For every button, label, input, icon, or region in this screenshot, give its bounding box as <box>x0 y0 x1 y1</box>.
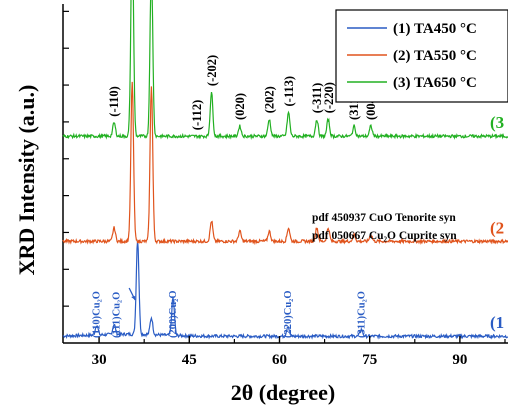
cuo-peak-label: (-220) <box>322 82 336 113</box>
series-end-label: (1 <box>490 313 504 332</box>
cuo-peak-label: (-311) <box>310 83 324 114</box>
x-tick-label: 30 <box>92 352 107 368</box>
y-axis-title: XRD Intensity (a.u.) <box>14 85 39 276</box>
cu2o-arrowhead <box>131 296 136 300</box>
legend-label: (1) TA450 °C <box>393 21 477 37</box>
x-tick-label: 60 <box>272 352 287 368</box>
cuo-peak-label: (-113) <box>282 76 296 107</box>
legend: (1) TA450 °C (2) TA550 °C (3) TA650 °C <box>335 9 508 103</box>
x-tick-label: 75 <box>362 352 377 368</box>
legend-label: (3) TA650 °C <box>393 75 477 91</box>
series-line-2 <box>62 81 508 246</box>
x-tick-label: 90 <box>452 352 467 368</box>
legend-box <box>335 9 508 103</box>
cu2o-peak-label: (200)Cu₂O <box>168 291 179 338</box>
cu2o-peak-label: (111)Cu₂O <box>112 292 123 338</box>
pdf-annotation-cuo: pdf 450937 CuO Tenorite syn <box>312 212 456 224</box>
cuo-peak-label: (-110) <box>107 86 121 117</box>
cu2o-peak-label: (110)Cu₂O <box>92 291 103 338</box>
series-end-label: (2 <box>490 218 504 237</box>
cuo-peak-label: (202) <box>262 86 276 113</box>
x-axis-title: 2θ (degree) <box>231 380 336 405</box>
labels-layer: (1(2(3(-110)(-111)/(002)(111)/(200)(-112… <box>92 55 504 338</box>
x-tick-label: 45 <box>182 352 197 368</box>
ticks-layer: 30 45 60 75 90 <box>63 10 506 368</box>
cu2o-peak-label: (311)Cu₂O <box>356 291 367 338</box>
cu2o-peak-label: (220)Cu₂O <box>283 291 294 338</box>
legend-label: (2) TA550 °C <box>393 48 477 64</box>
cuo-peak-label: (020) <box>233 93 247 120</box>
cuo-peak-label: (-202) <box>205 55 219 86</box>
plot-frame <box>62 4 508 344</box>
cuo-peak-label: (-112) <box>190 100 204 131</box>
series-end-label: (3 <box>490 113 504 132</box>
pdf-annotation-cu2o: pdf 050667 Cu₂O Cuprite syn <box>312 230 457 242</box>
series-layer <box>62 0 508 340</box>
series-line-1 <box>62 240 508 340</box>
series-line-3 <box>62 0 508 140</box>
